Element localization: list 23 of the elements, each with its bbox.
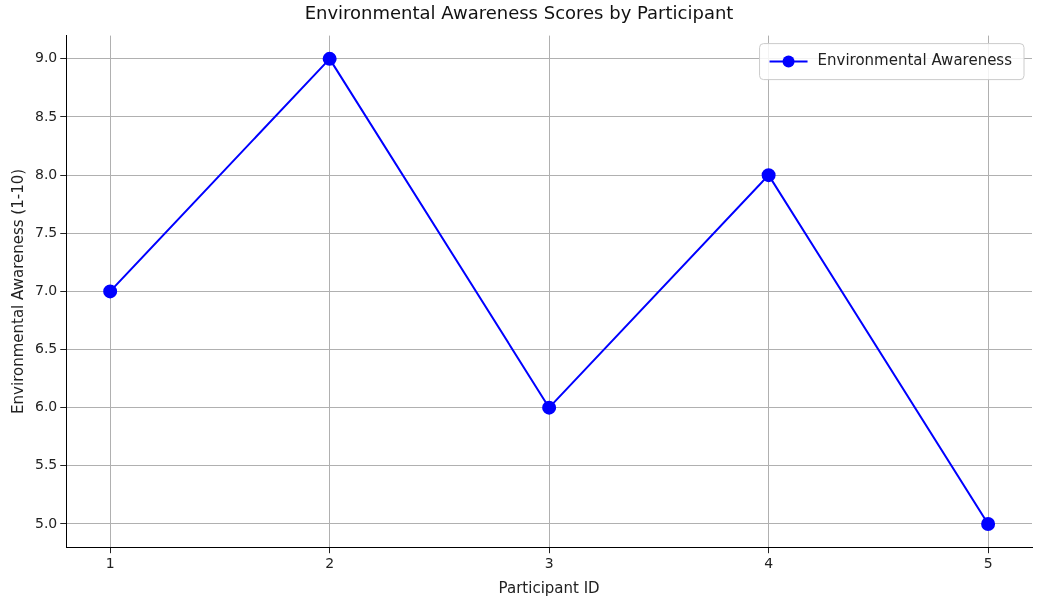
y-tick-label: 8.5 bbox=[35, 107, 58, 124]
y-tick-label: 5.0 bbox=[35, 514, 58, 531]
y-axis-title: Environmental Awareness (1-10) bbox=[8, 168, 27, 414]
y-tick-label: 5.5 bbox=[35, 456, 58, 473]
y-tick-label: 9.0 bbox=[35, 49, 58, 66]
point bbox=[542, 400, 557, 415]
chart-title: Environmental Awareness Scores by Participant bbox=[304, 2, 734, 24]
y-tick-label: 6.5 bbox=[35, 340, 58, 357]
point bbox=[981, 516, 996, 531]
legend-label: Environmental Awareness bbox=[817, 51, 1013, 70]
y-tick-label: 6.0 bbox=[35, 398, 58, 415]
y-tick-label: 7.5 bbox=[35, 223, 58, 240]
y-tick-label: 7.0 bbox=[35, 282, 58, 299]
x-tick-label: 5 bbox=[983, 555, 993, 572]
point bbox=[322, 51, 337, 66]
x-tick-label: 3 bbox=[544, 555, 554, 572]
point bbox=[761, 168, 776, 183]
x-tick-label: 1 bbox=[105, 555, 115, 572]
x-tick-label: 2 bbox=[325, 555, 335, 572]
point bbox=[103, 284, 118, 299]
x-tick-label: 4 bbox=[764, 555, 774, 572]
x-axis-title: Participant ID bbox=[498, 578, 600, 597]
y-tick-label: 8.0 bbox=[35, 165, 58, 182]
